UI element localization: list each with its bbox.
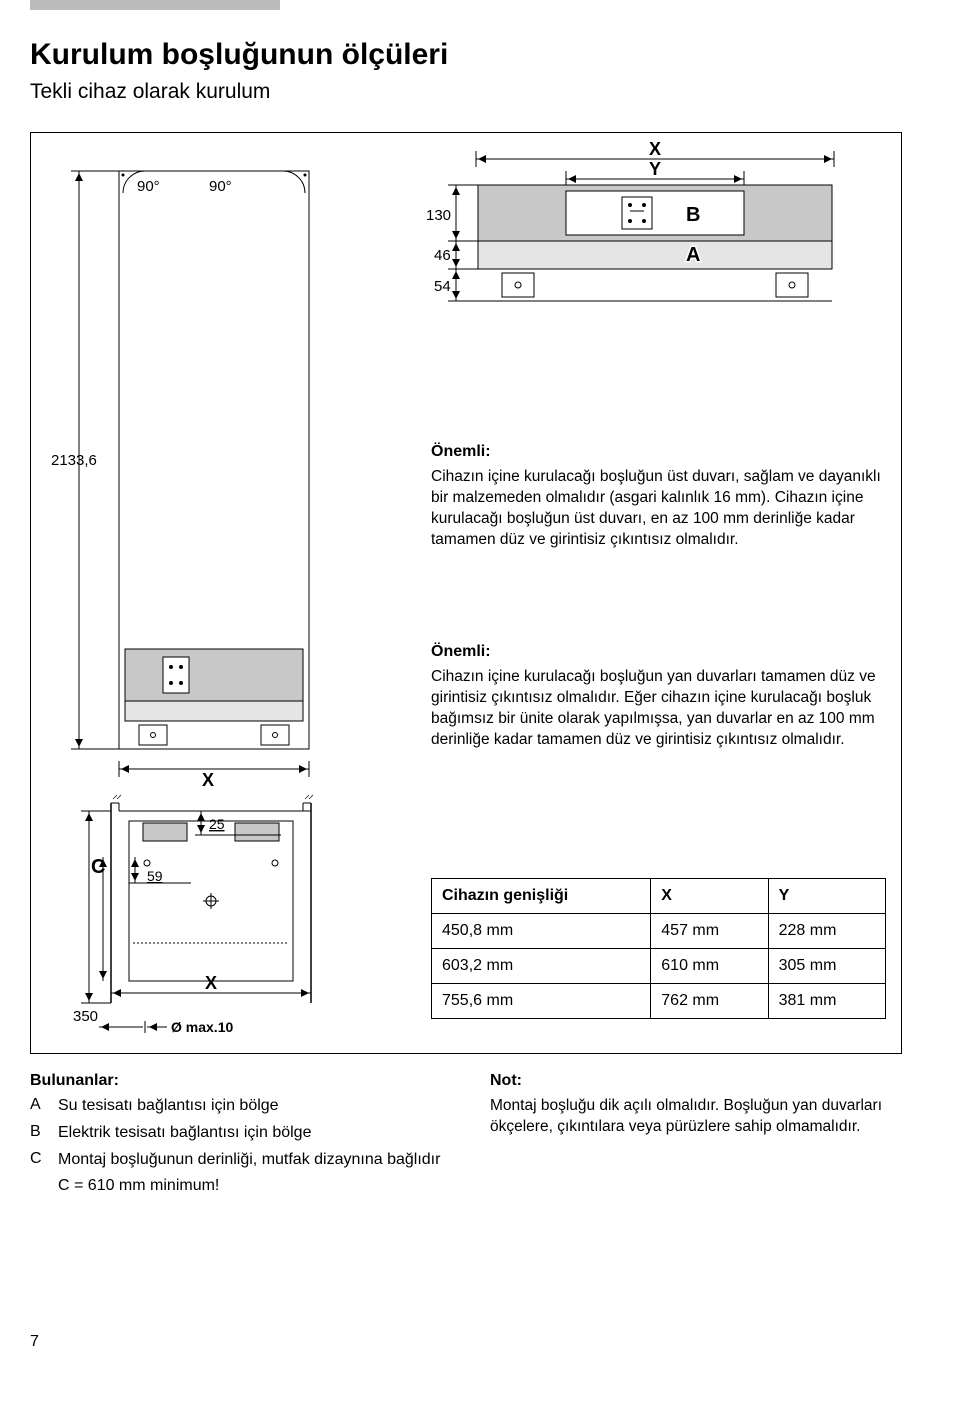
decorative-bar [30, 0, 280, 10]
important-note-1: Önemli: Cihazın içine kurulacağı boşluğu… [431, 443, 881, 551]
svg-text:350: 350 [73, 1008, 98, 1025]
dimension-table: Cihazın genişliği X Y 450,8 mm 457 mm 22… [431, 878, 886, 1019]
important-2-text: Cihazın içine kurulacağı boşluğun yan du… [431, 667, 881, 751]
svg-text:B: B [686, 204, 700, 226]
table-header: Cihazın genişliği [432, 879, 651, 914]
svg-text:59: 59 [147, 868, 163, 884]
page-title: Kurulum boşluğunun ölçüleri [30, 38, 900, 72]
legend-item: A Su tesisatı bağlantısı için bölge [30, 1096, 460, 1117]
important-1-heading: Önemli: [431, 443, 881, 461]
top-detail-diagram: X Y B A [386, 141, 856, 311]
svg-text:X: X [202, 770, 214, 790]
svg-text:130: 130 [426, 207, 451, 224]
legend-extra: C = 610 mm minimum! [30, 1176, 460, 1197]
note-text: Montaj boşluğu dik açılı olmalıdır. Boşl… [490, 1096, 900, 1138]
svg-text:46: 46 [434, 247, 451, 264]
svg-text:90°: 90° [209, 178, 232, 195]
svg-text:90°: 90° [137, 178, 160, 195]
svg-text:X: X [205, 973, 217, 993]
table-row: 450,8 mm 457 mm 228 mm [432, 914, 886, 949]
front-elevation-diagram: 2133,6 90° 90° X [51, 155, 371, 795]
note-block: Not: Montaj boşluğu dik açılı olmalıdır.… [460, 1072, 900, 1203]
legend-block: Bulunanlar: A Su tesisatı bağlantısı içi… [30, 1072, 460, 1203]
legend-heading: Bulunanlar: [30, 1072, 460, 1090]
svg-text:X: X [649, 141, 661, 159]
svg-text:54: 54 [434, 278, 451, 295]
svg-text:A: A [686, 244, 700, 266]
important-2-heading: Önemli: [431, 643, 881, 661]
page-number: 7 [30, 1333, 900, 1351]
table-header: Y [768, 879, 885, 914]
table-header: X [651, 879, 768, 914]
table-row: 603,2 mm 610 mm 305 mm [432, 949, 886, 984]
table-row: 755,6 mm 762 mm 381 mm [432, 984, 886, 1019]
legend-item: C Montaj boşluğunun derinliği, mutfak di… [30, 1150, 460, 1171]
page-subtitle: Tekli cihaz olarak kurulum [30, 80, 900, 104]
important-note-2: Önemli: Cihazın içine kurulacağı boşluğu… [431, 643, 881, 751]
important-1-text: Cihazın içine kurulacağı boşluğun üst du… [431, 467, 881, 551]
legend-item: B Elektrik tesisatı bağlantısı için bölg… [30, 1123, 460, 1144]
note-heading: Not: [490, 1072, 900, 1090]
top-view-diagram: 25 C 59 X 350 [51, 793, 361, 1053]
diagram-frame: X Y B A [30, 132, 902, 1054]
svg-text:Ø max.10: Ø max.10 [171, 1019, 233, 1035]
svg-text:25: 25 [209, 816, 225, 832]
svg-text:2133,6: 2133,6 [51, 452, 97, 469]
svg-text:Y: Y [649, 159, 661, 179]
